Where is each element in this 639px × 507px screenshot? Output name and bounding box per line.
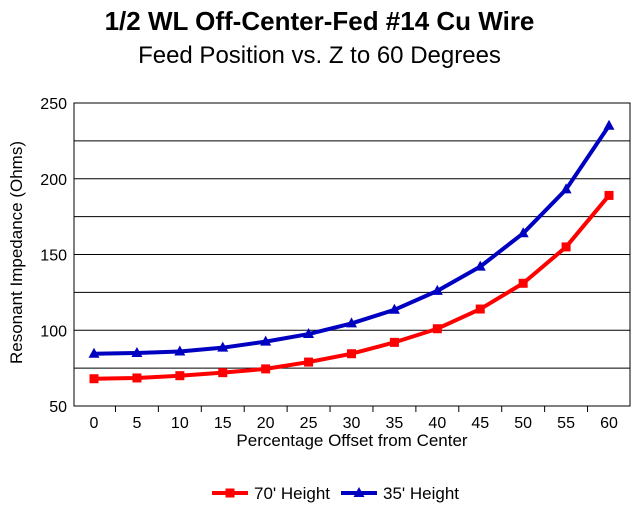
data-point — [388, 303, 400, 314]
data-point — [432, 324, 442, 334]
data-point — [604, 190, 614, 200]
legend-item-2: 35' Height — [341, 484, 459, 503]
x-tick-label: 10 — [171, 415, 189, 432]
x-tick-label: 20 — [257, 415, 275, 432]
y-axis-label: Resonant Impedance (Ohms) — [7, 141, 26, 364]
data-point — [304, 357, 314, 367]
data-point — [217, 341, 229, 352]
data-point — [174, 345, 186, 356]
x-tick-label: 55 — [557, 415, 575, 432]
x-tick-label: 60 — [600, 415, 618, 432]
x-tick-label: 30 — [343, 415, 361, 432]
data-point — [260, 335, 272, 346]
series-2 — [88, 119, 615, 358]
data-point — [603, 119, 615, 130]
data-point — [132, 373, 142, 383]
chart-subtitle: Feed Position vs. Z to 60 Degrees — [138, 42, 501, 69]
data-point — [431, 284, 443, 295]
x-tick-label: 15 — [214, 415, 232, 432]
data-point — [474, 260, 486, 271]
data-point — [518, 278, 528, 288]
data-point — [89, 374, 99, 384]
data-point — [560, 183, 572, 194]
data-series — [88, 119, 615, 384]
data-point — [131, 346, 143, 357]
data-point — [561, 242, 571, 252]
data-point — [88, 347, 100, 358]
data-point — [346, 317, 357, 328]
data-point — [517, 227, 529, 238]
data-point — [347, 349, 356, 359]
legend: 70' Height 35' Height — [212, 484, 459, 503]
legend-marker — [225, 488, 235, 498]
x-tick-label: 5 — [132, 415, 141, 432]
series-1 — [89, 190, 614, 384]
data-point — [389, 337, 399, 347]
y-tick-label: 100 — [40, 323, 67, 340]
plot-area — [73, 102, 631, 407]
x-tick-label: 25 — [300, 415, 318, 432]
data-point — [175, 371, 185, 381]
x-tick-label: 0 — [90, 415, 99, 432]
chart-title: 1/2 WL Off-Center-Fed #14 Cu Wire — [104, 6, 535, 36]
data-point — [303, 328, 315, 339]
y-tick-label: 150 — [40, 248, 67, 265]
y-tick-label: 250 — [40, 96, 67, 113]
legend-item-1: 70' Height — [212, 484, 330, 503]
legend-label: 35' Height — [383, 484, 459, 503]
data-point — [261, 364, 271, 374]
data-point — [218, 368, 228, 378]
legend-label: 70' Height — [254, 484, 330, 503]
y-tick-label: 200 — [40, 172, 67, 189]
x-tick-label: 35 — [386, 415, 404, 432]
grid-lines — [74, 102, 630, 407]
data-point — [475, 304, 485, 314]
y-tick-label: 50 — [49, 399, 67, 416]
x-tick-label: 45 — [471, 415, 489, 432]
legend-marker — [353, 487, 365, 497]
x-axis-label: Percentage Offset from Center — [236, 431, 468, 450]
x-tick-label: 50 — [514, 415, 532, 432]
x-tick-label: 40 — [428, 415, 446, 432]
axis-ticks: 50 100 150 200 250 0 5 10 15 20 25 30 35 40 45 50 55 60 — [40, 96, 618, 432]
